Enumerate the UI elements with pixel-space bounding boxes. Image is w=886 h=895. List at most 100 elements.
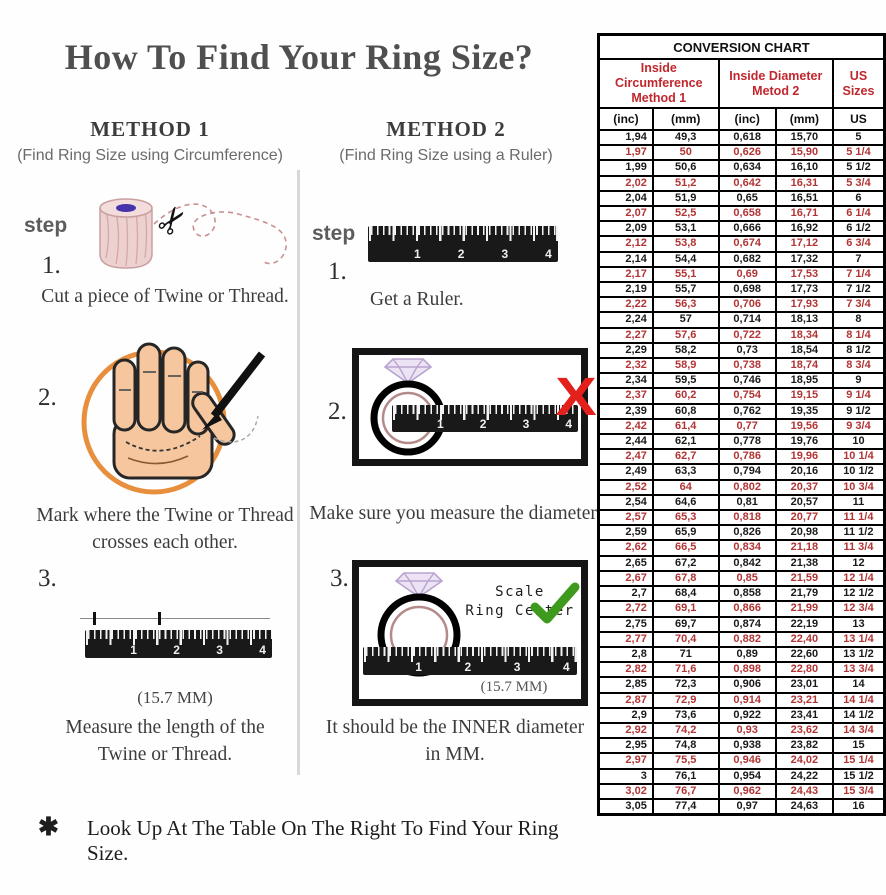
ruler-number: 4: [565, 417, 573, 431]
table-cell: 49,3: [651, 128, 720, 147]
table-cell: 20,37: [774, 478, 834, 496]
ruler-number: 2: [457, 247, 465, 261]
table-cell: 19,56: [774, 417, 834, 436]
table-cell: 0,842: [717, 554, 777, 572]
table-cell: 6 1/4: [831, 205, 886, 223]
table-cell: 2,47: [597, 448, 654, 466]
table-cell: 13 3/4: [831, 661, 886, 679]
table-cell: 2,54: [597, 493, 654, 512]
table-cell: 62,1: [651, 433, 720, 451]
table-row: 2,32 58,9 0,738 18,74 8 3/4: [597, 357, 886, 375]
table-cell: 0,77: [717, 417, 777, 436]
table-cell: 2,7: [597, 585, 654, 603]
ruler-number: 1: [437, 417, 444, 431]
ruler-number: 3: [216, 643, 223, 657]
table-row: 2,34 59,5 0,746 18,95 9: [597, 372, 886, 390]
table-cell: 13: [831, 615, 886, 633]
table-cell: 8 1/2: [831, 341, 886, 360]
table-row: 2,95 74,8 0,938 23,82 15: [597, 737, 886, 755]
table-title: CONVERSION CHART: [597, 33, 886, 60]
table-cell: 5 3/4: [831, 174, 886, 192]
table-cell: 2,95: [597, 737, 654, 755]
table-cell: 2,04: [597, 189, 654, 208]
method2-step3-number: 3.: [330, 565, 349, 592]
table-cell: 24,02: [774, 752, 834, 770]
table-row: 2,9 73,6 0,922 23,41 14 1/2: [597, 706, 886, 724]
table-cell: 51,9: [651, 189, 720, 208]
table-row: 2,19 55,7 0,698 17,73 7 1/2: [597, 281, 886, 299]
table-cell: 54,4: [651, 250, 720, 268]
table-row: 1,94 49,3 0,618 15,70 5: [597, 128, 886, 147]
table-cell: 0,938: [717, 737, 777, 755]
table-cell: 9: [831, 372, 886, 390]
table-cell: 18,34: [774, 326, 834, 344]
table-cell: 13 1/2: [831, 645, 886, 664]
table-cell: 21,38: [774, 554, 834, 572]
table-row: 2,09 53,1 0,666 16,92 6 1/2: [597, 220, 886, 238]
table-cell: 11 1/2: [831, 524, 886, 542]
table-cell: 6 3/4: [831, 235, 886, 253]
table-cell: 11 3/4: [831, 539, 886, 557]
table-cell: 2,77: [597, 630, 654, 648]
table-cell: 2,32: [597, 357, 654, 375]
table-cell: 0,874: [717, 615, 777, 633]
table-cell: 16: [831, 797, 886, 816]
table-group-header-diameter: Inside Diameter Metod 2: [717, 58, 834, 109]
thread-mark: [158, 612, 161, 625]
x-mark-icon: X: [555, 367, 597, 427]
table-cell: 21,59: [774, 569, 834, 588]
table-cell: 2,62: [597, 539, 654, 557]
table-cell: 14: [831, 676, 886, 694]
table-cell: 21,79: [774, 585, 834, 603]
table-cell: 0,81: [717, 493, 777, 512]
table-cell: 0,65: [717, 189, 777, 208]
table-row: 2,24 57 0,714 18,13 8: [597, 311, 886, 329]
ruler-number: 4: [562, 660, 570, 674]
table-row: 2,04 51,9 0,65 16,51 6: [597, 189, 886, 208]
method1-step1-number: 1.: [42, 252, 61, 279]
table-row: 2,65 67,2 0,842 21,38 12: [597, 554, 886, 572]
table-cell: 77,4: [651, 797, 720, 816]
table-cell: 16,31: [774, 174, 834, 192]
pen-icon: [202, 351, 266, 430]
table-cell: 2,22: [597, 296, 654, 314]
table-row: 3,02 76,7 0,962 24,43 15 3/4: [597, 782, 886, 800]
method1-step3-number: 3.: [38, 565, 57, 592]
table-cell: 5 1/4: [831, 144, 886, 162]
table-row: 2,67 67,8 0,85 21,59 12 1/4: [597, 569, 886, 588]
table-cell: 62,7: [651, 448, 720, 466]
table-cell: 15 1/4: [831, 752, 886, 770]
table-cell: 0,914: [717, 691, 777, 709]
table-row: 2,82 71,6 0,898 22,80 13 3/4: [597, 661, 886, 679]
table-cell: 69,7: [651, 615, 720, 633]
table-cell: 0,754: [717, 387, 777, 405]
table-row: 2,47 62,7 0,786 19,96 10 1/4: [597, 448, 886, 466]
table-row: 2,8 71 0,89 22,60 13 1/2: [597, 645, 886, 664]
table-row: 2,29 58,2 0,73 18,54 8 1/2: [597, 341, 886, 360]
table-cell: 63,3: [651, 463, 720, 481]
table-cell: 58,9: [651, 357, 720, 375]
table-row: 2,72 69,1 0,866 21,99 12 3/4: [597, 600, 886, 618]
table-cell: 8: [831, 311, 886, 329]
table-row: 2,42 61,4 0,77 19,56 9 3/4: [597, 417, 886, 436]
ruler-number: 4: [545, 247, 552, 261]
table-cell: 17,12: [774, 235, 834, 253]
table-cell: 0,946: [717, 752, 777, 770]
table-row: 2,07 52,5 0,658 16,71 6 1/4: [597, 205, 886, 223]
footnote: ✱ Look Up At The Table On The Right To F…: [38, 812, 598, 866]
table-row: 2,75 69,7 0,874 22,19 13: [597, 615, 886, 633]
table-cell: 0,882: [717, 630, 777, 648]
table-cell: 0,906: [717, 676, 777, 694]
table-cell: 60,2: [651, 387, 720, 405]
table-cell: 2,19: [597, 281, 654, 299]
table-group-header-us-sizes: US Sizes: [831, 58, 886, 109]
table-cell: 18,74: [774, 357, 834, 375]
method2-step1-number: 1.: [328, 258, 347, 285]
table-row: 2,52 64 0,802 20,37 10 3/4: [597, 478, 886, 496]
table-cell: 16,51: [774, 189, 834, 208]
method1-subtitle: (Find Ring Size using Circumference): [17, 147, 283, 164]
table-cell: 0,794: [717, 463, 777, 481]
table-cell: 11 1/4: [831, 509, 886, 527]
table-cell: 19,15: [774, 387, 834, 405]
table-cell: 2,82: [597, 661, 654, 679]
